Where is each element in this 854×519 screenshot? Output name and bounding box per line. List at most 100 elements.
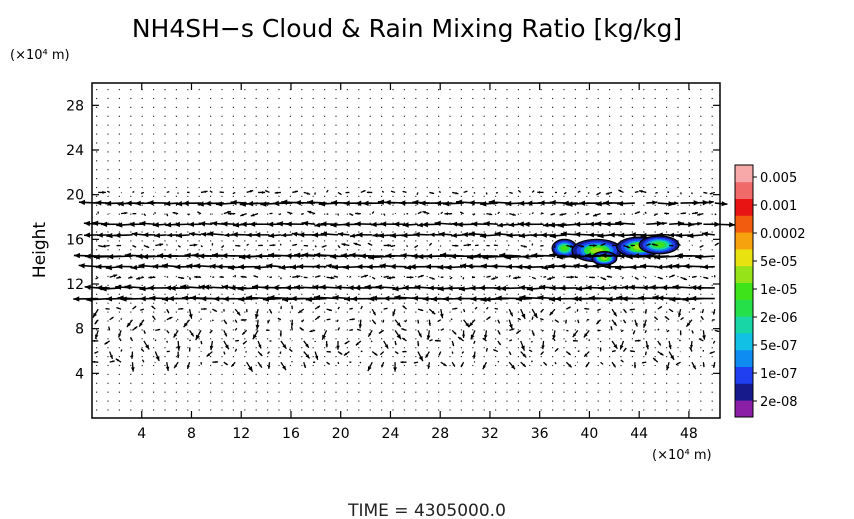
wind-arrowhead bbox=[338, 327, 340, 330]
wind-arrowhead bbox=[330, 276, 335, 280]
grid-dot bbox=[529, 391, 531, 393]
grid-dot bbox=[130, 133, 132, 135]
wind-arrowhead bbox=[341, 243, 346, 247]
grid-dot bbox=[574, 364, 576, 367]
grid-dot bbox=[392, 222, 394, 224]
grid-dot bbox=[403, 124, 405, 126]
grid-dot bbox=[609, 364, 611, 367]
wind-arrowhead bbox=[426, 335, 431, 340]
colorbar: 0.0050.0010.00025e-051e-052e-065e-071e-0… bbox=[734, 164, 806, 418]
grid-dot bbox=[198, 364, 200, 367]
wind-arrowhead bbox=[271, 212, 273, 215]
grid-dot bbox=[244, 356, 246, 358]
grid-dot bbox=[415, 329, 417, 331]
grid-dot bbox=[267, 213, 269, 215]
grid-dot bbox=[529, 204, 531, 206]
wind-arrowhead bbox=[203, 284, 210, 290]
wind-arrowhead bbox=[560, 231, 567, 237]
grid-dot bbox=[118, 97, 120, 100]
wind-arrowhead bbox=[355, 342, 359, 346]
grid-dot bbox=[666, 115, 668, 117]
grid-dot bbox=[221, 240, 223, 242]
grid-dot bbox=[517, 284, 519, 286]
grid-dot bbox=[267, 275, 269, 278]
grid-dot bbox=[495, 195, 497, 197]
wind-arrowhead bbox=[690, 295, 697, 302]
grid-dot bbox=[153, 249, 155, 251]
grid-dot bbox=[552, 106, 554, 108]
grid-dot bbox=[563, 391, 565, 393]
grid-dot bbox=[529, 160, 531, 162]
wind-arrowhead bbox=[533, 277, 536, 279]
grid-dot bbox=[221, 400, 223, 402]
grid-dot bbox=[609, 186, 611, 189]
wind-arrowhead bbox=[224, 344, 229, 350]
grid-dot bbox=[495, 329, 497, 331]
wind-arrowhead bbox=[337, 231, 344, 237]
wind-arrowhead bbox=[442, 328, 444, 331]
grid-dot bbox=[586, 106, 588, 108]
grid-dot bbox=[358, 124, 360, 126]
grid-dot bbox=[711, 213, 713, 215]
grid-dot bbox=[153, 373, 155, 375]
grid-dot bbox=[620, 382, 622, 384]
grid-dot bbox=[130, 293, 132, 295]
wind-arrowhead bbox=[197, 211, 200, 214]
grid-dot bbox=[700, 133, 702, 135]
wind-arrowhead bbox=[521, 313, 526, 319]
wind-arrowhead bbox=[381, 364, 384, 368]
grid-dot bbox=[483, 178, 485, 180]
wind-arrowhead bbox=[250, 213, 255, 217]
grid-dot bbox=[552, 97, 554, 100]
wind-arrowhead bbox=[303, 364, 306, 368]
wind-arrowhead bbox=[443, 363, 447, 367]
grid-dot bbox=[175, 97, 177, 100]
grid-dot bbox=[153, 338, 155, 340]
grid-dot bbox=[631, 391, 633, 393]
grid-dot bbox=[289, 356, 291, 358]
grid-dot bbox=[244, 89, 246, 91]
grid-dot bbox=[335, 160, 337, 162]
grid-dot bbox=[460, 204, 462, 206]
grid-dot bbox=[688, 240, 690, 242]
grid-dot bbox=[426, 275, 428, 278]
grid-dot bbox=[346, 133, 348, 135]
wind-arrowhead bbox=[344, 341, 348, 345]
grid-dot bbox=[210, 373, 212, 375]
grid-dot bbox=[677, 320, 679, 322]
grid-dot bbox=[381, 267, 383, 269]
grid-dot bbox=[289, 178, 291, 180]
grid-dot bbox=[187, 151, 189, 153]
grid-dot bbox=[141, 186, 143, 189]
grid-dot bbox=[426, 204, 428, 206]
grid-dot bbox=[654, 373, 656, 375]
wind-arrowhead bbox=[532, 243, 533, 245]
wind-arrowhead bbox=[550, 213, 553, 216]
grid-dot bbox=[586, 347, 588, 349]
wind-arrowhead bbox=[660, 277, 663, 280]
grid-dot bbox=[381, 400, 383, 402]
wind-arrowhead bbox=[613, 350, 616, 352]
wind-arrowhead bbox=[231, 363, 235, 367]
grid-dot bbox=[438, 409, 440, 411]
grid-dot bbox=[175, 293, 177, 295]
wind-arrowhead bbox=[488, 316, 491, 319]
grid-dot bbox=[666, 293, 668, 295]
grid-dot bbox=[620, 106, 622, 108]
grid-dot bbox=[688, 364, 690, 367]
grid-dot bbox=[278, 302, 280, 304]
grid-dot bbox=[563, 142, 565, 144]
wind-arrowhead bbox=[636, 277, 639, 280]
grid-dot bbox=[415, 160, 417, 162]
grid-dot bbox=[552, 338, 554, 340]
grid-dot bbox=[586, 231, 588, 233]
grid-dot bbox=[711, 133, 713, 135]
grid-dot bbox=[700, 382, 702, 384]
grid-dot bbox=[210, 400, 212, 402]
wind-arrowhead bbox=[498, 321, 500, 324]
grid-dot bbox=[529, 329, 531, 331]
grid-dot bbox=[472, 160, 474, 162]
grid-dot bbox=[666, 178, 668, 180]
wind-arrowhead bbox=[330, 222, 337, 228]
grid-dot bbox=[107, 222, 109, 224]
